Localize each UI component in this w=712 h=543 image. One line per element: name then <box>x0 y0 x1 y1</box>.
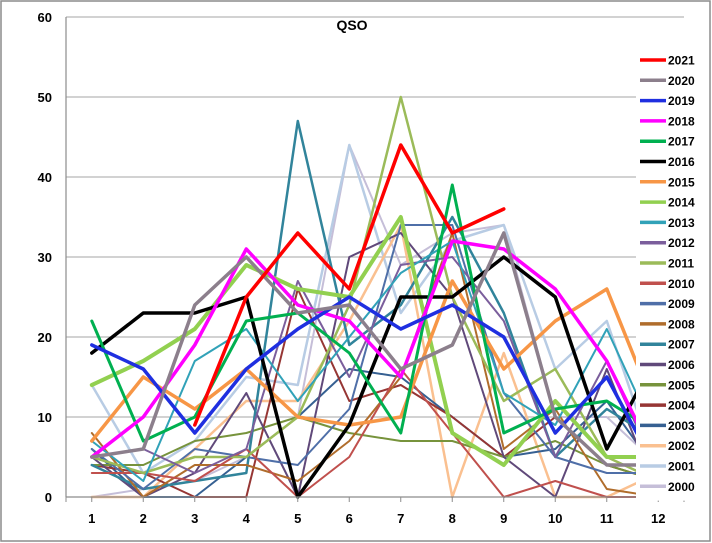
legend-label-2011: 2011 <box>668 257 694 271</box>
legend-label-2012: 2012 <box>668 236 695 250</box>
series-line-2015 <box>90 279 661 443</box>
x-tick-label: 12 <box>651 511 665 526</box>
series-line-2012 <box>90 256 660 474</box>
y-tick-label: 40 <box>38 170 52 185</box>
legend-label-2020: 2020 <box>668 74 695 88</box>
x-tick-label: 9 <box>500 511 507 526</box>
legend-label-2019: 2019 <box>668 94 695 108</box>
y-tick-label: 60 <box>38 10 52 25</box>
legend-label-2016: 2016 <box>668 155 695 169</box>
x-tick-label: 8 <box>449 511 456 526</box>
legend-label-2002: 2002 <box>668 439 695 453</box>
legend-label-2010: 2010 <box>668 277 695 291</box>
legend-label-2006: 2006 <box>668 358 695 372</box>
legend-label-2017: 2017 <box>668 135 695 149</box>
legend-label-2021: 2021 <box>668 54 695 68</box>
series-layer <box>89 95 661 499</box>
legend-label-2008: 2008 <box>668 317 695 331</box>
series-line-2009 <box>90 224 660 490</box>
y-tick-label: 30 <box>38 250 52 265</box>
series-line-2020 <box>90 231 661 467</box>
series-line-2010 <box>90 368 660 498</box>
x-tick-label: 4 <box>243 511 251 526</box>
series-line-2018 <box>90 239 661 467</box>
chart-title: QSO <box>336 17 367 33</box>
series-line-2007 <box>90 119 660 491</box>
x-tick-label: 6 <box>346 511 353 526</box>
legend-label-2015: 2015 <box>668 175 695 189</box>
series-line-2005 <box>90 416 660 482</box>
legend-label-2007: 2007 <box>668 338 695 352</box>
series-line-2011 <box>90 95 660 483</box>
legend-label-2003: 2003 <box>668 419 695 433</box>
series-line-2006 <box>90 232 660 498</box>
x-tick-label: 1 <box>88 511 95 526</box>
y-tick-label: 0 <box>45 490 52 505</box>
series-line-2021 <box>193 143 506 427</box>
x-tick-label: 7 <box>397 511 404 526</box>
y-tick-label: 20 <box>38 330 52 345</box>
series-line-2016 <box>90 255 661 499</box>
series-line-2001 <box>90 143 660 475</box>
legend-label-2009: 2009 <box>668 297 695 311</box>
legend-label-2013: 2013 <box>668 216 695 230</box>
legend-label-2005: 2005 <box>668 378 695 392</box>
x-tick-label: 3 <box>191 511 198 526</box>
x-tick-label: 2 <box>140 511 147 526</box>
series-line-2014 <box>89 215 661 467</box>
x-tick-label: 11 <box>600 511 614 526</box>
legend-label-2018: 2018 <box>668 114 695 128</box>
legend: 2021 2020 2019 2018 2017 2016 2015 2014 2013 2012… <box>636 48 702 501</box>
legend-label-2001: 2001 <box>668 460 695 474</box>
y-tick-label: 10 <box>38 410 52 425</box>
x-tick-label: 10 <box>548 511 562 526</box>
legend-label-2000: 2000 <box>668 480 695 494</box>
legend-label-2014: 2014 <box>668 196 695 210</box>
x-tick-label: 5 <box>294 511 301 526</box>
y-tick-label: 50 <box>38 90 52 105</box>
legend-label-2004: 2004 <box>668 399 695 413</box>
